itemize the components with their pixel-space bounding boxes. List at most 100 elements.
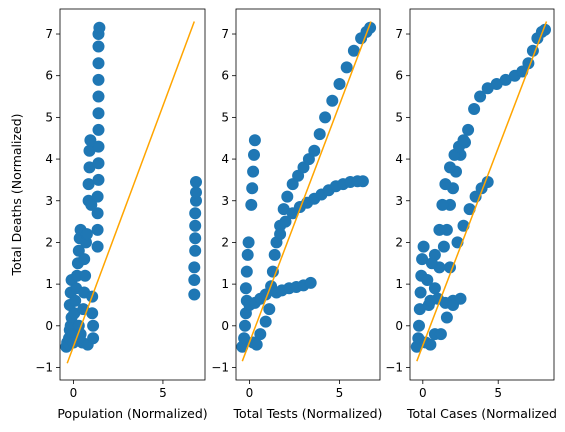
y-tick-label: 7 [45, 27, 53, 41]
scatter-point [92, 40, 105, 53]
scatter-point [188, 288, 201, 301]
scatter-point [87, 332, 100, 345]
scatter-point [92, 123, 105, 136]
scatter-point [286, 178, 299, 191]
x-tick-label: 0 [246, 386, 254, 400]
y-tick-label: 4 [45, 152, 53, 166]
scatter-point [84, 134, 97, 147]
y-tick-label: 7 [395, 27, 403, 41]
scatter-point [78, 253, 91, 266]
y-tick-label: −1 [385, 360, 403, 374]
y-tick-label: 5 [395, 110, 403, 124]
axes-frame [409, 8, 555, 381]
y-tick-label: 7 [221, 27, 229, 41]
x-tick-label: 5 [159, 386, 167, 400]
scatter-point [302, 153, 315, 166]
scatter-point [239, 282, 252, 295]
x-tick-label: 0 [419, 386, 427, 400]
scatter-point [451, 236, 464, 249]
scatter-point [92, 73, 105, 86]
y-tick-label: 3 [221, 194, 229, 208]
scatter-point [239, 319, 251, 332]
scatter-point [188, 261, 201, 274]
scatter-points [236, 21, 377, 353]
scatter-point [413, 319, 425, 332]
x-axis-label: Total Tests (Normalized) [233, 406, 383, 421]
panel-deaths-vs-total-cases: 0 5 −1 0 1 2 3 4 5 6 7 Total Cases (Normalized [385, 8, 557, 421]
scatter-point [91, 240, 104, 253]
scatter-point [333, 78, 346, 90]
x-axis-label: Population (Normalized) [57, 406, 207, 421]
scatter-point [190, 176, 202, 188]
scatter-point [69, 294, 82, 307]
scatter-point [308, 144, 321, 157]
scatter-point [440, 311, 453, 324]
x-tick-label: 0 [70, 386, 78, 400]
panel-deaths-vs-total-tests: 0 5 −1 0 1 2 3 4 5 6 7 Total Tests (Normalized) [211, 8, 383, 421]
y-tick-label: 2 [395, 235, 403, 249]
y-tick-label: 0 [45, 319, 53, 333]
scatter-point [248, 148, 260, 161]
x-axis-label: Total Cases (Normalized [406, 406, 557, 421]
scatter-point [444, 161, 456, 174]
y-tick-label: 2 [221, 235, 229, 249]
scatter-point [87, 319, 100, 332]
y-tick-label: 2 [45, 235, 53, 249]
x-tick-label: 5 [494, 386, 502, 400]
scatter-point [92, 90, 105, 103]
scatter-point [356, 175, 369, 188]
y-tick-label: 6 [395, 69, 403, 83]
scatter-point [92, 140, 105, 153]
y-tick-label: 1 [395, 277, 403, 291]
y-tick-label: 3 [395, 194, 403, 208]
y-tick-label: −1 [35, 360, 53, 374]
y-tick-label: 4 [395, 152, 403, 166]
scatter-point [92, 157, 105, 170]
scatter-point [424, 338, 437, 351]
scatter-point [248, 134, 261, 147]
scatter-point [326, 94, 339, 107]
scatter-point [86, 307, 99, 320]
scatter-point [319, 111, 332, 124]
scatter-point [433, 223, 446, 236]
y-tick-label: 5 [221, 110, 229, 124]
scatter-point [93, 21, 106, 34]
scatter-point [190, 186, 202, 199]
fit-line [416, 21, 548, 362]
scatter-point [417, 240, 430, 253]
scatter-point [434, 328, 447, 341]
y-tick-label: 3 [45, 194, 53, 208]
scatter-point [91, 207, 104, 220]
y-axis-label: Total Deaths (Normalized) [9, 113, 24, 276]
axes-frame [59, 8, 206, 381]
scatter-point [468, 103, 481, 115]
scatter-point [313, 128, 326, 141]
scatter-point [421, 274, 434, 286]
scatter-point [474, 90, 487, 103]
scatter-point [85, 198, 98, 211]
scatter-point [297, 161, 310, 174]
scatter-point [91, 223, 104, 236]
scatter-point [189, 219, 202, 232]
scatter-point [242, 236, 255, 249]
scatter-point [240, 265, 253, 278]
scatter-point [189, 232, 202, 245]
scatter-point [189, 244, 202, 257]
scatter-point [279, 215, 292, 228]
scatter-point [188, 274, 201, 286]
scatter-point [72, 244, 85, 257]
y-tick-label: 1 [45, 277, 53, 291]
scatter-point [245, 198, 258, 211]
scatter-point [259, 315, 272, 328]
scatter-point [416, 253, 429, 266]
scatter-point [189, 207, 202, 220]
scatter-point [246, 182, 259, 195]
scatter-point [80, 228, 93, 241]
scatter-point [92, 173, 105, 186]
scatter-point [462, 123, 475, 136]
scatter-point [250, 338, 263, 351]
scatter-point [425, 257, 438, 270]
y-tick-label: 0 [221, 319, 229, 333]
scatter-point [263, 303, 276, 316]
axes-frame [235, 8, 381, 381]
